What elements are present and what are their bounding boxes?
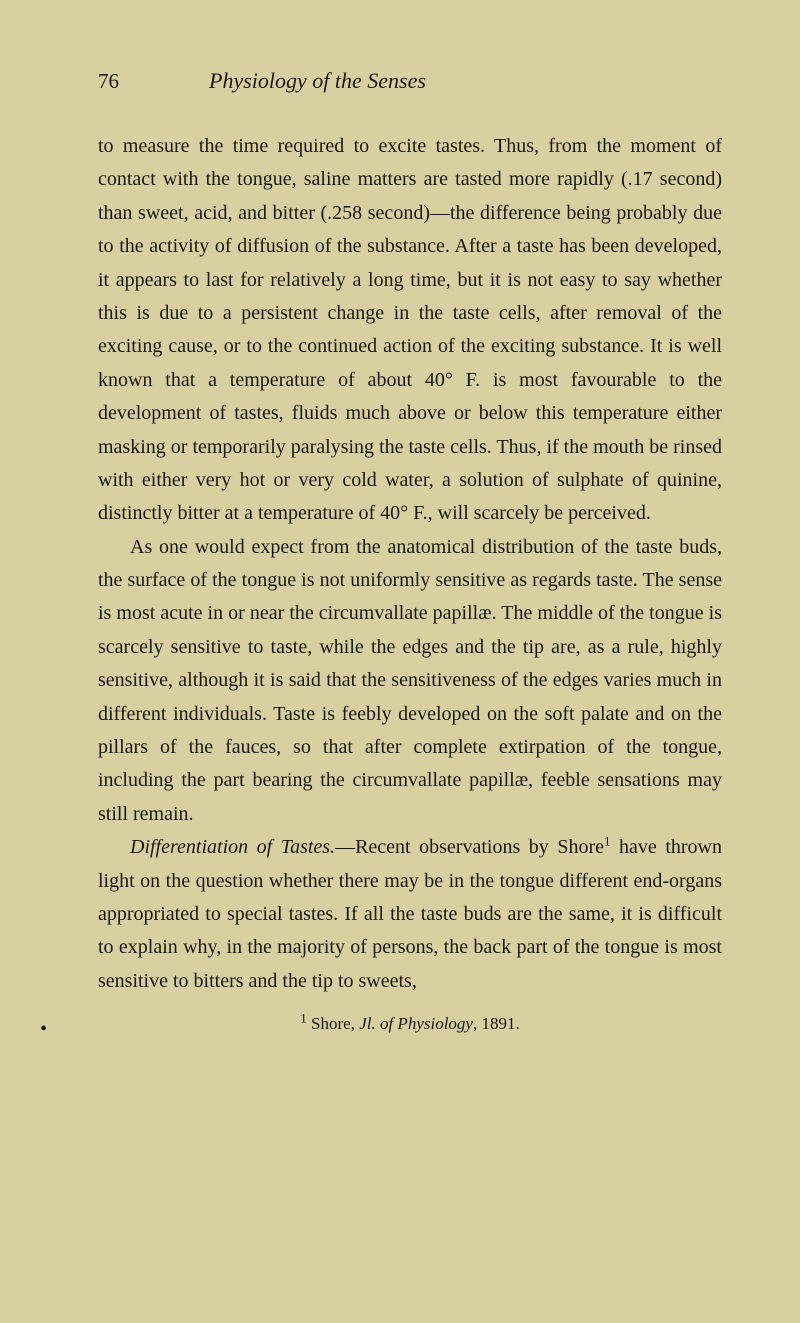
paragraph-1: to measure the time required to excite t… bbox=[98, 130, 722, 531]
para3-lead-italic: Differentiation of Tastes. bbox=[130, 836, 335, 858]
footnote-text-italic: Jl. of Physiology bbox=[359, 1014, 473, 1033]
footnote-text-a: Shore, bbox=[307, 1014, 359, 1033]
margin-mark: • bbox=[40, 1018, 47, 1041]
running-title: Physiology of the Senses bbox=[209, 68, 426, 94]
para3-rest-a: —Recent observations by Shore bbox=[335, 836, 604, 858]
paragraph-2: As one would expect from the anatomical … bbox=[98, 531, 722, 832]
para3-rest-b: have thrown light on the question whethe… bbox=[98, 836, 722, 992]
footnote: 1 Shore, Jl. of Physiology, 1891. bbox=[98, 1014, 722, 1034]
footnote-text-b: , 1891. bbox=[473, 1014, 520, 1033]
paragraph-3: Differentiation of Tastes.—Recent observ… bbox=[98, 831, 722, 998]
page-number: 76 bbox=[98, 69, 119, 94]
page-header: 76 Physiology of the Senses bbox=[98, 68, 722, 94]
body-text: to measure the time required to excite t… bbox=[98, 130, 722, 998]
